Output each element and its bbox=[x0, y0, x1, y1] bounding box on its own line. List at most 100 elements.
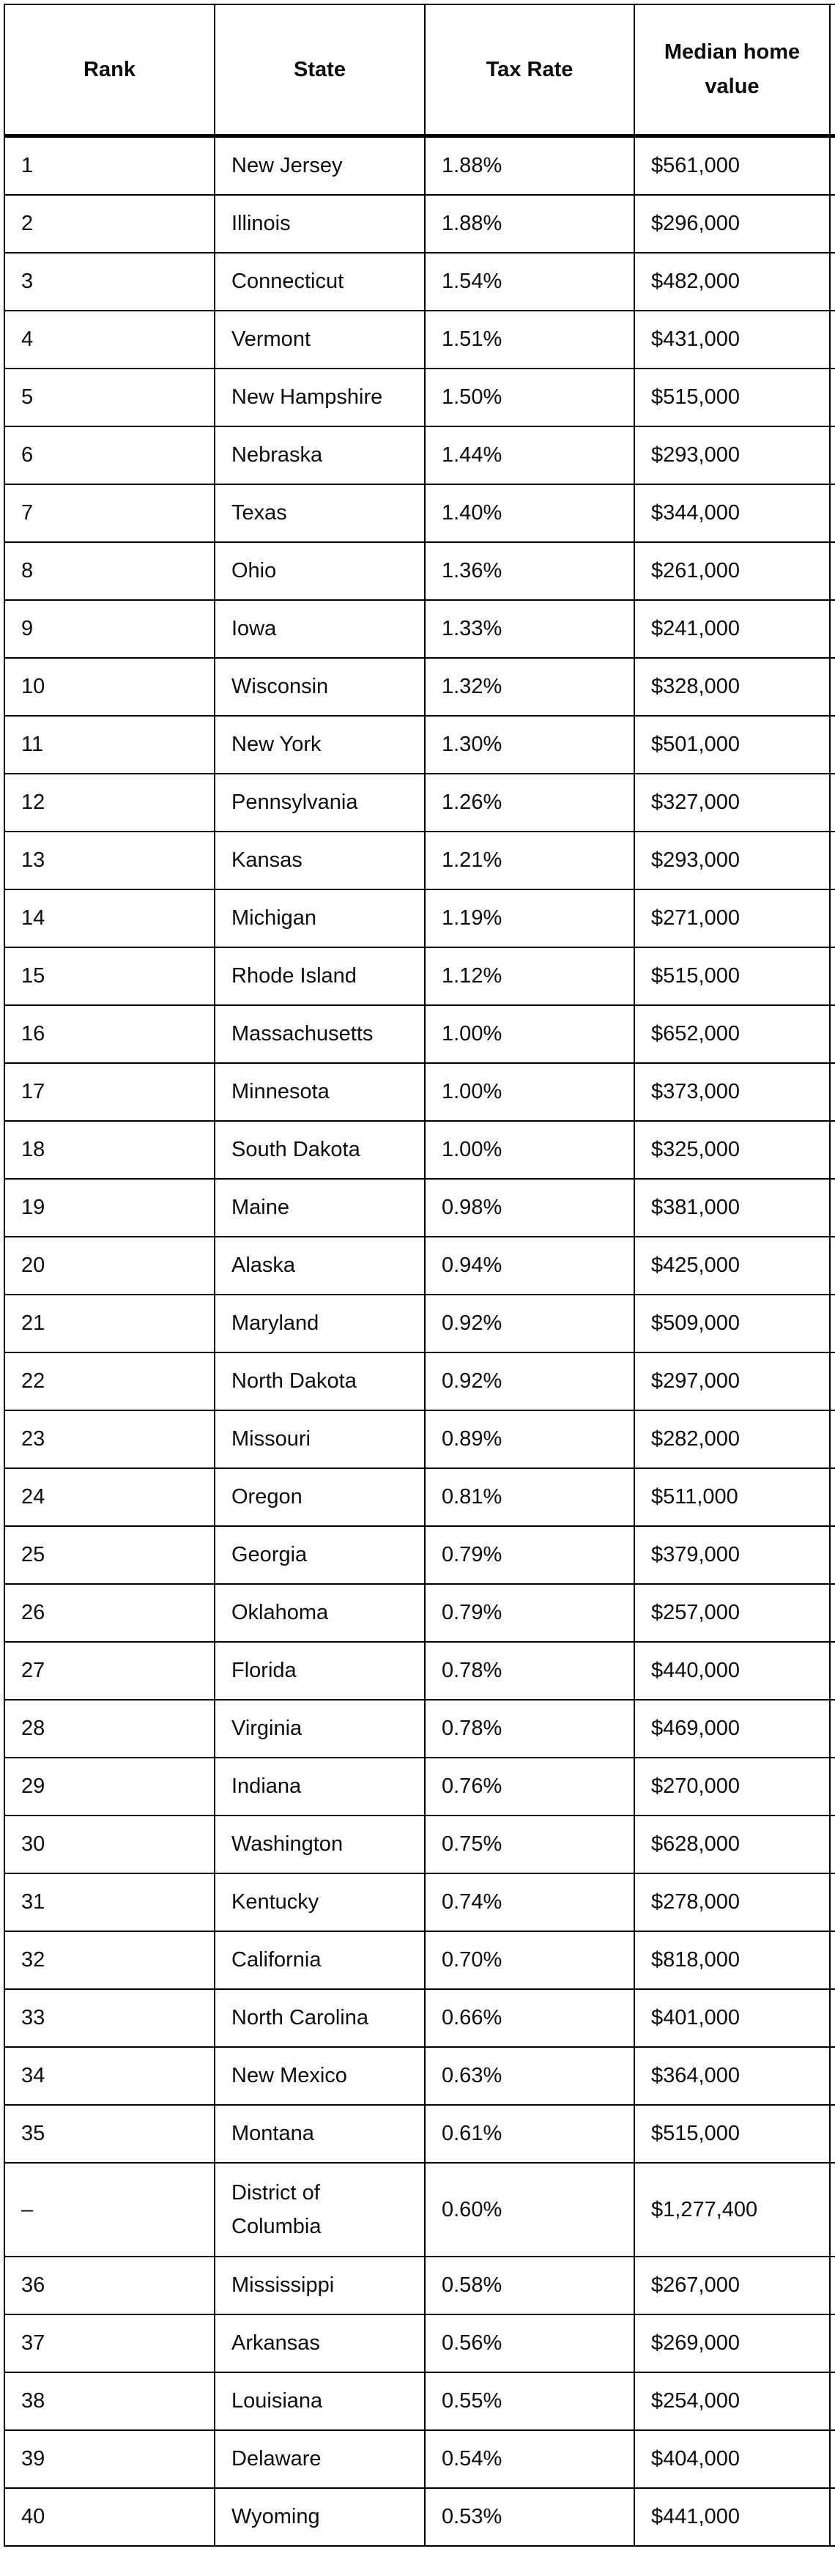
cell-tax-rate: 0.78% bbox=[424, 1641, 635, 1700]
cell-rank: 18 bbox=[4, 1120, 215, 1180]
cell-state: Massachusetts bbox=[214, 1004, 426, 1064]
cell-cutoff bbox=[829, 2372, 835, 2431]
cell-rank: 6 bbox=[4, 426, 215, 485]
cell-rank: 30 bbox=[4, 1815, 215, 1874]
cell-median-home-value: $344,000 bbox=[634, 484, 831, 543]
cell-tax-rate: 0.61% bbox=[424, 2104, 635, 2164]
cell-state: Kentucky bbox=[214, 1873, 426, 1932]
cell-median-home-value: $254,000 bbox=[634, 2372, 831, 2431]
cell-rank: 20 bbox=[4, 1236, 215, 1295]
cell-median-home-value: $267,000 bbox=[634, 2256, 831, 2315]
cell-rank: 17 bbox=[4, 1062, 215, 1122]
cell-cutoff bbox=[829, 599, 835, 659]
cell-state: New Jersey bbox=[214, 135, 426, 196]
cell-rank: 12 bbox=[4, 773, 215, 832]
cell-rank: 9 bbox=[4, 599, 215, 659]
table-row: 28 Virginia 0.78% $469,000 bbox=[4, 1699, 835, 1758]
cell-median-home-value: $509,000 bbox=[634, 1294, 831, 1353]
column-header-median-home-value: Median home value bbox=[634, 4, 831, 138]
cell-cutoff bbox=[829, 2256, 835, 2315]
cell-rank: 16 bbox=[4, 1004, 215, 1064]
table-row: 37 Arkansas 0.56% $269,000 bbox=[4, 2314, 835, 2373]
cell-cutoff bbox=[829, 1525, 835, 1585]
table-row: 10 Wisconsin 1.32% $328,000 bbox=[4, 657, 835, 717]
cell-state: Montana bbox=[214, 2104, 426, 2164]
cell-cutoff bbox=[829, 1004, 835, 1064]
table-row: 9 Iowa 1.33% $241,000 bbox=[4, 599, 835, 659]
column-header-cutoff bbox=[829, 4, 835, 138]
cell-tax-rate: 1.51% bbox=[424, 310, 635, 369]
cell-cutoff bbox=[829, 1467, 835, 1527]
cell-state: Illinois bbox=[214, 194, 426, 253]
cell-rank: 21 bbox=[4, 1294, 215, 1353]
cell-cutoff bbox=[829, 2046, 835, 2106]
cell-tax-rate: 1.88% bbox=[424, 194, 635, 253]
table-row: 15 Rhode Island 1.12% $515,000 bbox=[4, 947, 835, 1006]
cell-rank: 37 bbox=[4, 2314, 215, 2373]
cell-cutoff bbox=[829, 947, 835, 1006]
cell-state: New Mexico bbox=[214, 2046, 426, 2106]
cell-rank: 36 bbox=[4, 2256, 215, 2315]
cell-cutoff bbox=[829, 2104, 835, 2164]
cell-rank: 35 bbox=[4, 2104, 215, 2164]
cell-median-home-value: $501,000 bbox=[634, 715, 831, 774]
cell-rank: 4 bbox=[4, 310, 215, 369]
cell-cutoff bbox=[829, 1294, 835, 1353]
cell-state: Minnesota bbox=[214, 1062, 426, 1122]
cell-median-home-value: $515,000 bbox=[634, 947, 831, 1006]
cell-state: Vermont bbox=[214, 310, 426, 369]
table-row: 29 Indiana 0.76% $270,000 bbox=[4, 1757, 835, 1816]
cell-state: Missouri bbox=[214, 1410, 426, 1469]
cell-rank: 38 bbox=[4, 2372, 215, 2431]
cell-median-home-value: $364,000 bbox=[634, 2046, 831, 2106]
cell-state: District of Columbia bbox=[214, 2162, 426, 2257]
cell-cutoff bbox=[829, 2487, 835, 2547]
table-row: 1 New Jersey 1.88% $561,000 bbox=[4, 135, 835, 196]
cell-median-home-value: $404,000 bbox=[634, 2429, 831, 2489]
cell-state: Wyoming bbox=[214, 2487, 426, 2547]
cell-rank: 5 bbox=[4, 368, 215, 427]
cell-median-home-value: $431,000 bbox=[634, 310, 831, 369]
table-body: 1 New Jersey 1.88% $561,000 2 Illinois 1.88% $2… bbox=[4, 135, 835, 2547]
cell-state: Ohio bbox=[214, 541, 426, 601]
cell-state: Iowa bbox=[214, 599, 426, 659]
cell-state: Oklahoma bbox=[214, 1583, 426, 1643]
cell-rank: 8 bbox=[4, 541, 215, 601]
cell-rank: 23 bbox=[4, 1410, 215, 1469]
cell-tax-rate: 0.53% bbox=[424, 2487, 635, 2547]
cell-tax-rate: 0.92% bbox=[424, 1352, 635, 1411]
cell-state: Kansas bbox=[214, 831, 426, 890]
cell-cutoff bbox=[829, 368, 835, 427]
cell-median-home-value: $327,000 bbox=[634, 773, 831, 832]
cell-cutoff bbox=[829, 1236, 835, 1295]
table-row: 18 South Dakota 1.00% $325,000 bbox=[4, 1120, 835, 1180]
cell-cutoff bbox=[829, 194, 835, 253]
cell-median-home-value: $469,000 bbox=[634, 1699, 831, 1758]
cell-rank: 31 bbox=[4, 1873, 215, 1932]
table-row: 21 Maryland 0.92% $509,000 bbox=[4, 1294, 835, 1353]
cell-rank: 33 bbox=[4, 1988, 215, 2048]
cell-state: Nebraska bbox=[214, 426, 426, 485]
cell-state: North Dakota bbox=[214, 1352, 426, 1411]
table-row: 30 Washington 0.75% $628,000 bbox=[4, 1815, 835, 1874]
cell-rank: 24 bbox=[4, 1467, 215, 1527]
table-row: 35 Montana 0.61% $515,000 bbox=[4, 2104, 835, 2164]
cell-rank: 2 bbox=[4, 194, 215, 253]
cell-rank: 14 bbox=[4, 889, 215, 948]
table-row: 38 Louisiana 0.55% $254,000 bbox=[4, 2372, 835, 2431]
cell-cutoff bbox=[829, 1815, 835, 1874]
table-row: 13 Kansas 1.21% $293,000 bbox=[4, 831, 835, 890]
cell-median-home-value: $325,000 bbox=[634, 1120, 831, 1180]
column-header-rank: Rank bbox=[4, 4, 215, 138]
cell-cutoff bbox=[829, 135, 835, 196]
cell-tax-rate: 1.33% bbox=[424, 599, 635, 659]
cell-tax-rate: 0.75% bbox=[424, 1815, 635, 1874]
cell-rank: 7 bbox=[4, 484, 215, 543]
cell-rank: 40 bbox=[4, 2487, 215, 2547]
cell-rank: – bbox=[4, 2162, 215, 2257]
cell-cutoff bbox=[829, 252, 835, 311]
cell-tax-rate: 1.26% bbox=[424, 773, 635, 832]
cell-rank: 32 bbox=[4, 1931, 215, 1990]
